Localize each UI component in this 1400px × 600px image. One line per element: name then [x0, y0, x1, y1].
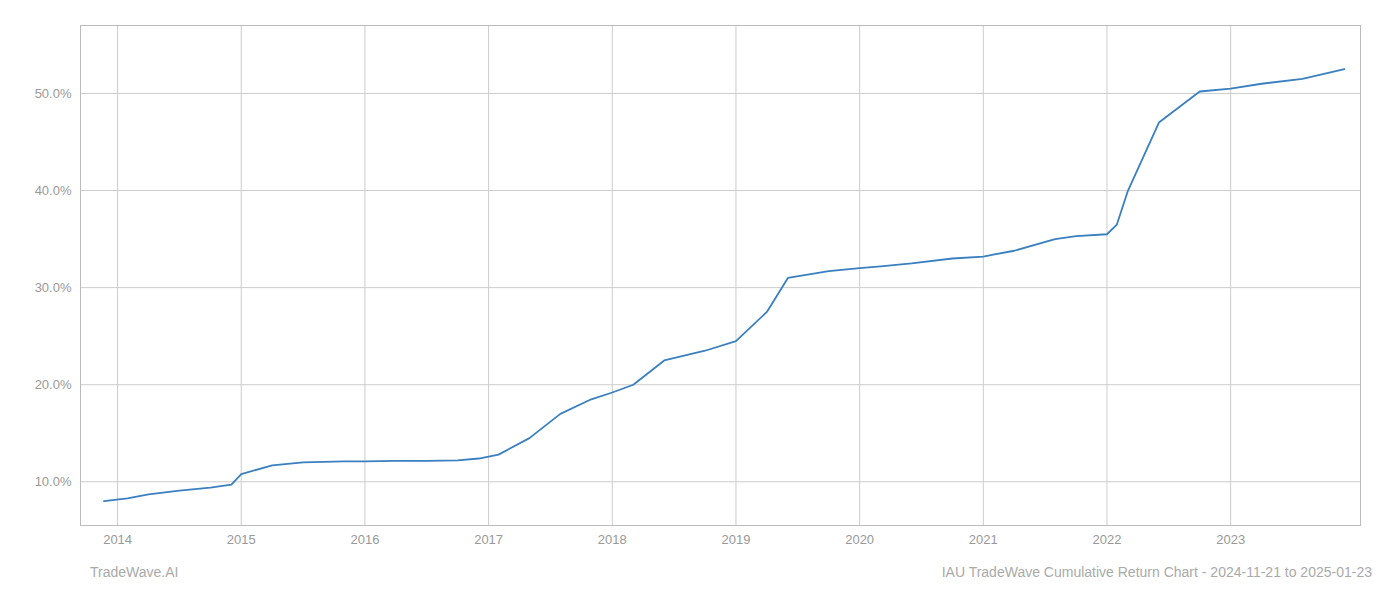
- svg-text:2014: 2014: [103, 532, 132, 547]
- svg-text:2016: 2016: [350, 532, 379, 547]
- svg-text:2015: 2015: [227, 532, 256, 547]
- svg-text:30.0%: 30.0%: [35, 280, 72, 295]
- svg-text:50.0%: 50.0%: [35, 86, 72, 101]
- svg-text:10.0%: 10.0%: [35, 474, 72, 489]
- svg-text:20.0%: 20.0%: [35, 377, 72, 392]
- svg-text:2019: 2019: [721, 532, 750, 547]
- svg-text:2020: 2020: [845, 532, 874, 547]
- svg-text:2023: 2023: [1216, 532, 1245, 547]
- html-text:IAU TradeWave Cumulative Retur: IAU TradeWave Cumulative Return Chart - …: [941, 564, 1372, 580]
- html-text:TradeWave.AI: TradeWave.AI: [90, 564, 179, 580]
- svg-text:2018: 2018: [598, 532, 627, 547]
- svg-text:40.0%: 40.0%: [35, 183, 72, 198]
- svg-text:2021: 2021: [969, 532, 998, 547]
- svg-text:2017: 2017: [474, 532, 503, 547]
- svg-text:2022: 2022: [1093, 532, 1122, 547]
